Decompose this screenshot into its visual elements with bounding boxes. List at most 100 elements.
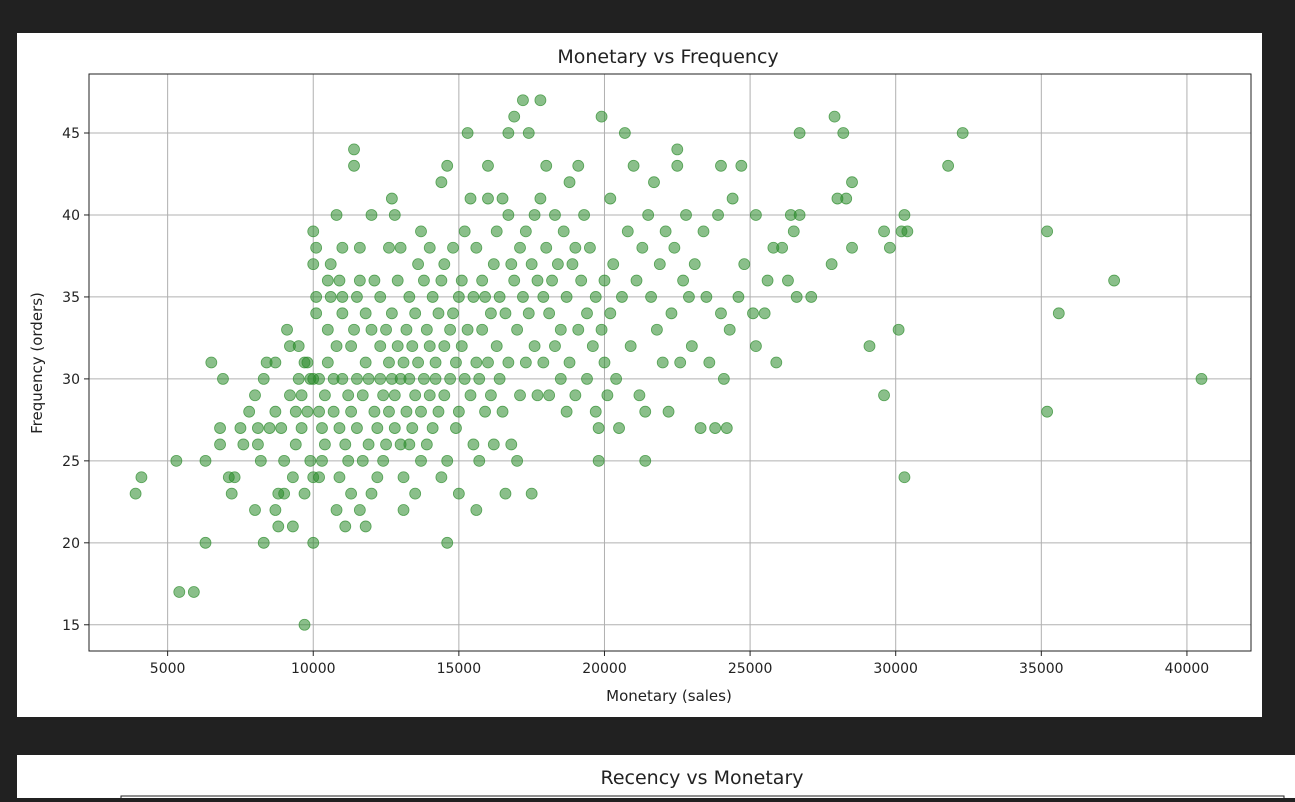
data-point (426, 422, 439, 434)
data-point (598, 356, 611, 369)
data-point (272, 520, 285, 533)
data-point (592, 422, 605, 434)
data-point (525, 487, 538, 500)
data-point (618, 127, 631, 139)
data-point (656, 356, 669, 369)
data-point (359, 307, 372, 320)
data-point (435, 471, 448, 484)
data-point (487, 438, 500, 451)
data-point (627, 159, 640, 172)
data-point (878, 225, 890, 238)
data-point (642, 209, 655, 221)
data-point (388, 209, 401, 221)
data-point (362, 438, 375, 451)
data-point (310, 241, 323, 254)
data-point (205, 356, 218, 369)
data-point (374, 372, 387, 385)
data-point (313, 372, 325, 385)
y-tick-label: 30 (62, 372, 80, 388)
data-point (374, 340, 387, 353)
data-point (467, 291, 480, 303)
y-tick-label: 20 (62, 536, 80, 552)
data-point (310, 291, 323, 303)
data-point (470, 504, 483, 516)
data-point (385, 192, 398, 205)
data-point (525, 258, 538, 271)
data-point (452, 405, 465, 418)
data-point (560, 405, 573, 418)
y-tick-label: 40 (62, 208, 80, 224)
data-point (423, 340, 436, 353)
data-point (776, 241, 789, 254)
data-point (493, 372, 506, 385)
data-point (173, 586, 186, 598)
data-point (572, 159, 585, 172)
y-tick-label: 35 (62, 290, 80, 306)
data-point (671, 143, 684, 156)
data-point (519, 356, 532, 369)
data-point (217, 372, 229, 385)
data-point (604, 192, 617, 205)
data-point (275, 422, 288, 434)
data-point (438, 340, 451, 353)
data-point (683, 291, 695, 303)
y-tick-label: 45 (62, 126, 80, 142)
data-point (604, 307, 617, 320)
data-point (318, 438, 331, 451)
data-point (595, 110, 608, 123)
data-point (607, 258, 620, 271)
data-point (228, 471, 241, 484)
data-point (432, 405, 445, 418)
x-axis-ticks: 5000 10000 15000 20000 25000 30000 35000 40000 (150, 651, 1209, 677)
data-point (409, 487, 422, 500)
data-point (461, 323, 474, 336)
data-point (336, 307, 349, 320)
data-point (214, 422, 226, 434)
data-point (423, 389, 436, 402)
data-point (327, 405, 340, 418)
data-point (828, 110, 841, 123)
data-point (863, 340, 876, 353)
data-point (278, 454, 291, 467)
chart-title: Monetary vs Frequency (557, 46, 778, 68)
data-point (473, 372, 486, 385)
data-point (383, 405, 395, 418)
data-point (339, 520, 352, 533)
data-point (531, 389, 544, 402)
data-point (310, 307, 323, 320)
data-point (1052, 307, 1065, 320)
data-point (464, 389, 477, 402)
data-point (281, 323, 293, 336)
data-point (653, 258, 666, 271)
data-points (129, 94, 1208, 631)
data-point (455, 274, 468, 287)
data-point (479, 291, 491, 303)
data-point (624, 340, 637, 353)
data-point (321, 356, 334, 369)
data-point (406, 340, 419, 353)
data-point (429, 356, 442, 369)
data-point (496, 405, 509, 418)
data-point (630, 274, 643, 287)
data-point (237, 438, 250, 451)
data-point (435, 274, 448, 287)
data-point (805, 291, 818, 303)
data-point (348, 143, 360, 156)
data-point (333, 471, 346, 484)
data-point (956, 127, 969, 139)
data-point (199, 536, 212, 549)
data-point (505, 438, 518, 451)
data-point (438, 258, 451, 271)
scatter-chart-2: Recency vs Monetary (120, 767, 1285, 802)
x-tick-label: 40000 (1165, 661, 1210, 677)
data-point (479, 405, 491, 418)
data-point (648, 176, 660, 189)
data-point (898, 209, 911, 221)
data-point (639, 454, 652, 467)
data-point (837, 127, 850, 139)
data-point (348, 159, 360, 172)
data-point (368, 405, 381, 418)
data-point (397, 356, 410, 369)
data-point (214, 438, 226, 451)
data-point (665, 307, 678, 320)
